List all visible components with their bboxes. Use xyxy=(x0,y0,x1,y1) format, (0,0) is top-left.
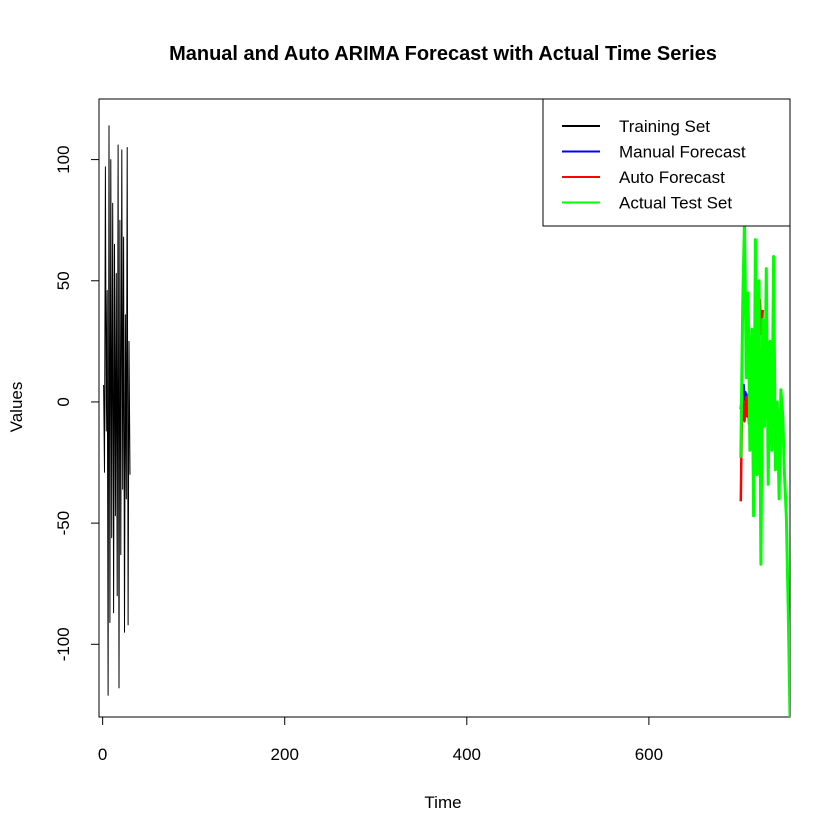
x-tick-label: 400 xyxy=(453,745,481,764)
legend-box xyxy=(542,98,791,227)
y-tick-label: 100 xyxy=(54,145,73,173)
legend: Training Set Manual Forecast Auto Forecast… xyxy=(542,98,791,227)
y-tick-label: 50 xyxy=(54,271,73,290)
x-tick-label: 200 xyxy=(271,745,299,764)
x-tick-label: 0 xyxy=(98,745,107,764)
plot-area xyxy=(103,125,790,717)
y-axis-label: Values xyxy=(7,382,26,433)
series-line-actual-test-set xyxy=(739,218,790,717)
legend-label: Training Set xyxy=(619,117,710,136)
series-line-training-set xyxy=(103,125,131,696)
y-tick-label: 0 xyxy=(54,397,73,406)
legend-label: Actual Test Set xyxy=(619,194,732,213)
legend-label: Auto Forecast xyxy=(619,168,725,187)
x-axis-label: Time xyxy=(424,793,461,812)
x-tick-label: 600 xyxy=(635,745,663,764)
y-axis: -100 -50 0 50 100 xyxy=(54,145,100,661)
y-tick-label: -50 xyxy=(54,511,73,536)
legend-label: Manual Forecast xyxy=(619,143,746,162)
x-axis: 0 200 400 600 xyxy=(98,716,663,764)
chart-title: Manual and Auto ARIMA Forecast with Actu… xyxy=(169,43,717,65)
y-tick-label: -100 xyxy=(54,627,73,661)
